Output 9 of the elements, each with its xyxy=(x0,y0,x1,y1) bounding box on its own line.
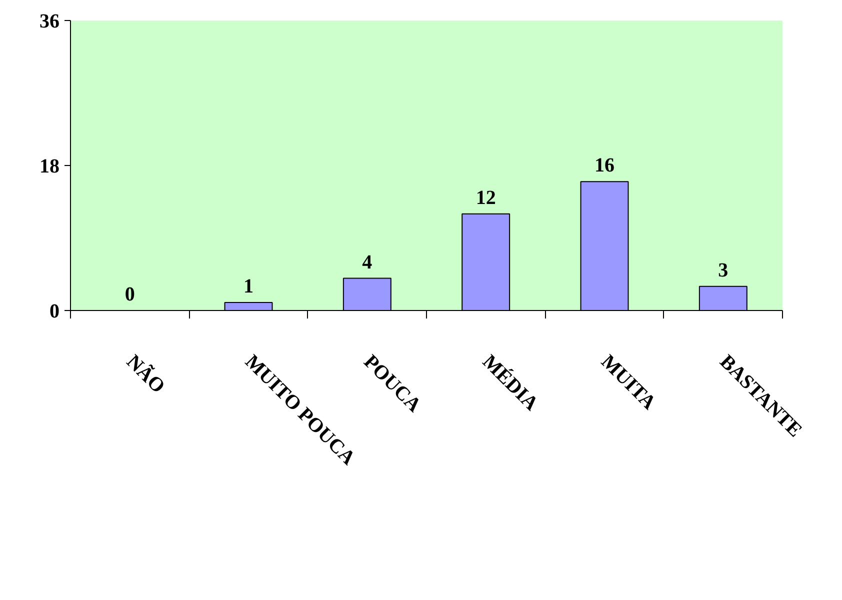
data-label: 12 xyxy=(476,186,496,209)
data-label: 16 xyxy=(594,154,614,177)
data-label: 0 xyxy=(124,284,135,306)
data-label: 3 xyxy=(718,259,728,282)
y-tick-label: 36 xyxy=(40,10,60,32)
data-label: 4 xyxy=(362,251,372,274)
y-tick-label: 0 xyxy=(50,300,60,322)
data-label: 1 xyxy=(244,275,254,298)
y-tick-label: 18 xyxy=(40,156,60,178)
